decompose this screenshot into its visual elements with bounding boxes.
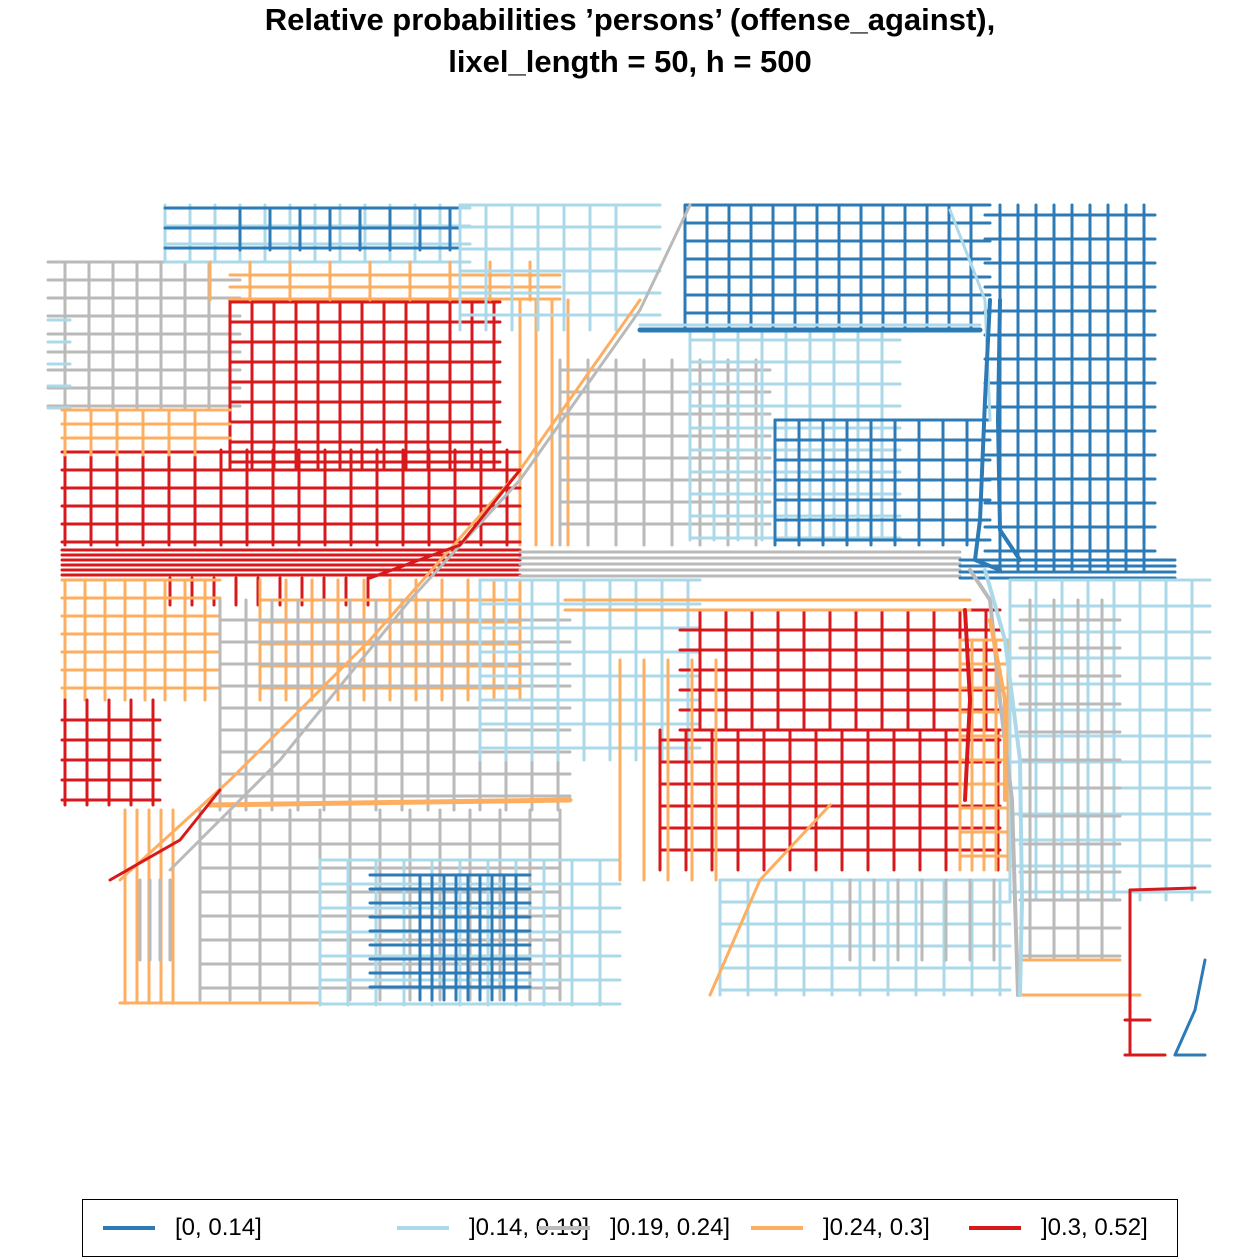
map-title-line2: lixel_length = 50, h = 500 bbox=[448, 44, 812, 79]
street-network-map bbox=[46, 203, 1212, 1057]
legend: [0, 0.14] ]0.14, 0.19] ]0.19, 0.24] ]0.2… bbox=[82, 1199, 1178, 1257]
legend-item-class-4: ]0.3, 0.52] bbox=[969, 1200, 1148, 1256]
street-segment-c4 bbox=[368, 468, 522, 580]
street-segment-c0 bbox=[1173, 958, 1207, 1057]
street-segment-c4 bbox=[1128, 886, 1197, 892]
street-segment-c1 bbox=[948, 208, 992, 422]
legend-swatch-class-0 bbox=[103, 1226, 155, 1230]
map-title-line1: Relative probabilities ’persons’ (offens… bbox=[264, 2, 996, 37]
street-segment-c4 bbox=[108, 788, 222, 882]
street-segment-c3 bbox=[207, 797, 573, 808]
legend-label-class-2: ]0.19, 0.24] bbox=[610, 1214, 731, 1241]
legend-item-class-0: [0, 0.14] bbox=[103, 1200, 262, 1256]
legend-label-class-4: ]0.3, 0.52] bbox=[1041, 1214, 1148, 1241]
street-segment-c1 bbox=[983, 568, 1025, 997]
legend-label-class-3: ]0.24, 0.3] bbox=[823, 1214, 930, 1241]
street-segment-c0 bbox=[972, 298, 1002, 572]
legend-item-class-2: ]0.19, 0.24] bbox=[538, 1200, 730, 1256]
legend-swatch-class-4 bbox=[969, 1226, 1021, 1230]
legend-swatch-class-1 bbox=[397, 1226, 449, 1230]
legend-swatch-class-2 bbox=[538, 1226, 590, 1230]
legend-swatch-class-3 bbox=[751, 1226, 803, 1230]
street-segments bbox=[46, 203, 1212, 1057]
legend-item-class-3: ]0.24, 0.3] bbox=[751, 1200, 930, 1256]
legend-label-class-0: [0, 0.14] bbox=[175, 1214, 262, 1241]
street-segment-c3 bbox=[708, 803, 832, 997]
street-segment-c3 bbox=[118, 298, 642, 882]
street-segment-c3 bbox=[988, 618, 1007, 802]
street-segment-c0 bbox=[995, 298, 1022, 562]
street-segment-c4 bbox=[963, 608, 973, 802]
